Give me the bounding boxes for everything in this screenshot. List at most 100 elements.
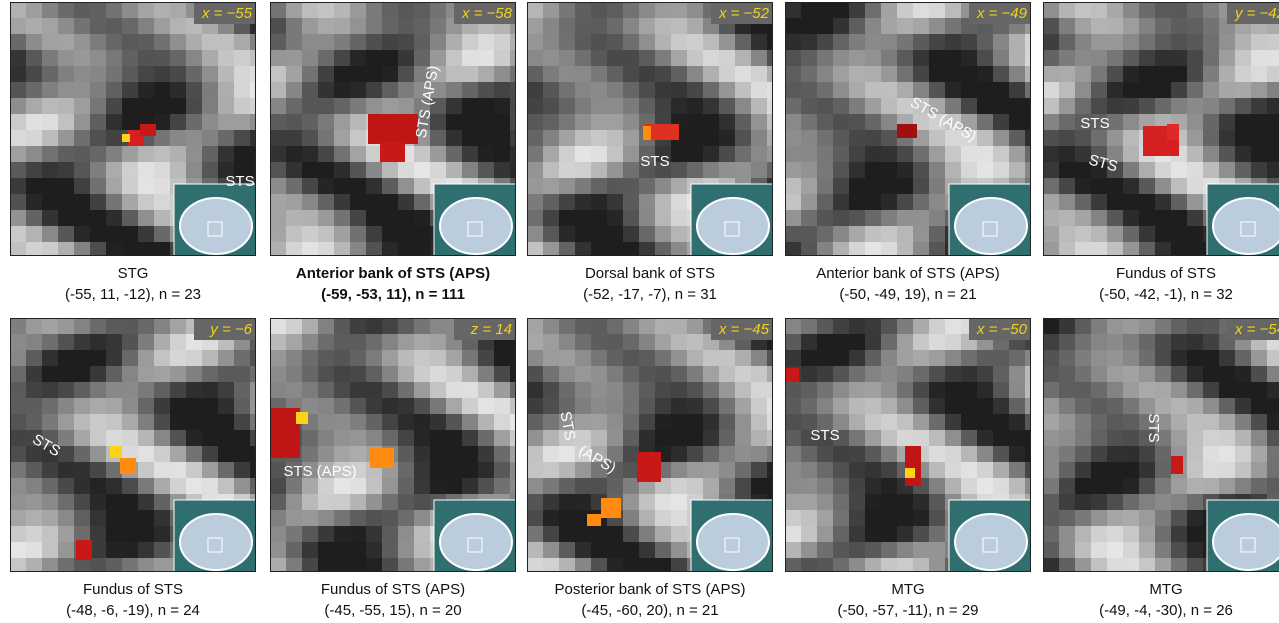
voxel [801,494,817,510]
voxel [366,50,382,66]
voxel [270,210,286,226]
voxel [1171,178,1187,194]
voxel [414,178,430,194]
voxel [977,66,993,82]
voxel [817,226,833,242]
voxel [350,494,366,510]
voxel [833,146,849,162]
voxel [270,478,286,494]
voxel [58,318,74,334]
voxel [929,350,945,366]
voxel [138,34,154,50]
coord-label: x = −45 [718,321,770,338]
voxel [10,146,26,162]
voxel [945,334,961,350]
voxel [929,194,945,210]
voxel [170,50,186,66]
voxel [929,334,945,350]
voxel [559,478,575,494]
voxel [897,34,913,50]
voxel [26,34,42,50]
voxel [270,130,286,146]
voxel [575,114,591,130]
voxel [318,50,334,66]
voxel [270,162,286,178]
voxel [154,446,170,462]
voxel [1267,82,1279,98]
voxel [350,34,366,50]
voxel [993,446,1009,462]
mri-slice: x = −50STS [785,318,1041,574]
voxel [106,382,122,398]
voxel [478,462,494,478]
voxel [751,350,767,366]
voxel [122,66,138,82]
voxel [10,430,26,446]
voxel [1155,18,1171,34]
voxel [1219,414,1235,430]
voxel [270,194,286,210]
voxel [881,98,897,114]
voxel [767,478,783,494]
voxel [10,446,26,462]
voxel [945,82,961,98]
voxel [1139,350,1155,366]
voxel [138,210,154,226]
voxel [1059,526,1075,542]
voxel [559,350,575,366]
voxel [414,146,430,162]
voxel [106,478,122,494]
voxel [1123,334,1139,350]
caption-detail: (-52, -17, -7), n = 31 [583,286,717,303]
voxel [849,430,865,446]
voxel [687,82,703,98]
voxel [366,162,382,178]
voxel [977,82,993,98]
voxel [398,66,414,82]
activation [1171,456,1183,474]
voxel [286,382,302,398]
voxel [671,98,687,114]
voxel [430,446,446,462]
voxel [881,34,897,50]
voxel [1075,18,1091,34]
voxel [1091,130,1107,146]
voxel [897,318,913,334]
voxel [122,510,138,526]
voxel [334,366,350,382]
voxel [929,210,945,226]
voxel [655,382,671,398]
voxel [1187,146,1203,162]
voxel [302,446,318,462]
voxel [575,494,591,510]
voxel [1139,2,1155,18]
voxel [270,226,286,242]
voxel [785,162,801,178]
voxel [478,446,494,462]
voxel [527,494,543,510]
voxel [543,494,559,510]
voxel [623,366,639,382]
voxel [270,82,286,98]
voxel [446,98,462,114]
voxel [186,350,202,366]
voxel [286,334,302,350]
voxel [1155,462,1171,478]
voxel [735,98,751,114]
voxel [897,18,913,34]
voxel [1219,382,1235,398]
voxel [623,382,639,398]
voxel [767,82,783,98]
voxel [1107,526,1123,542]
voxel [1009,414,1025,430]
voxel [591,18,607,34]
voxel [639,430,655,446]
voxel [1059,318,1075,334]
voxel [122,366,138,382]
voxel [58,210,74,226]
voxel [559,50,575,66]
voxel [849,2,865,18]
voxel [26,526,42,542]
voxel [366,178,382,194]
voxel [817,446,833,462]
